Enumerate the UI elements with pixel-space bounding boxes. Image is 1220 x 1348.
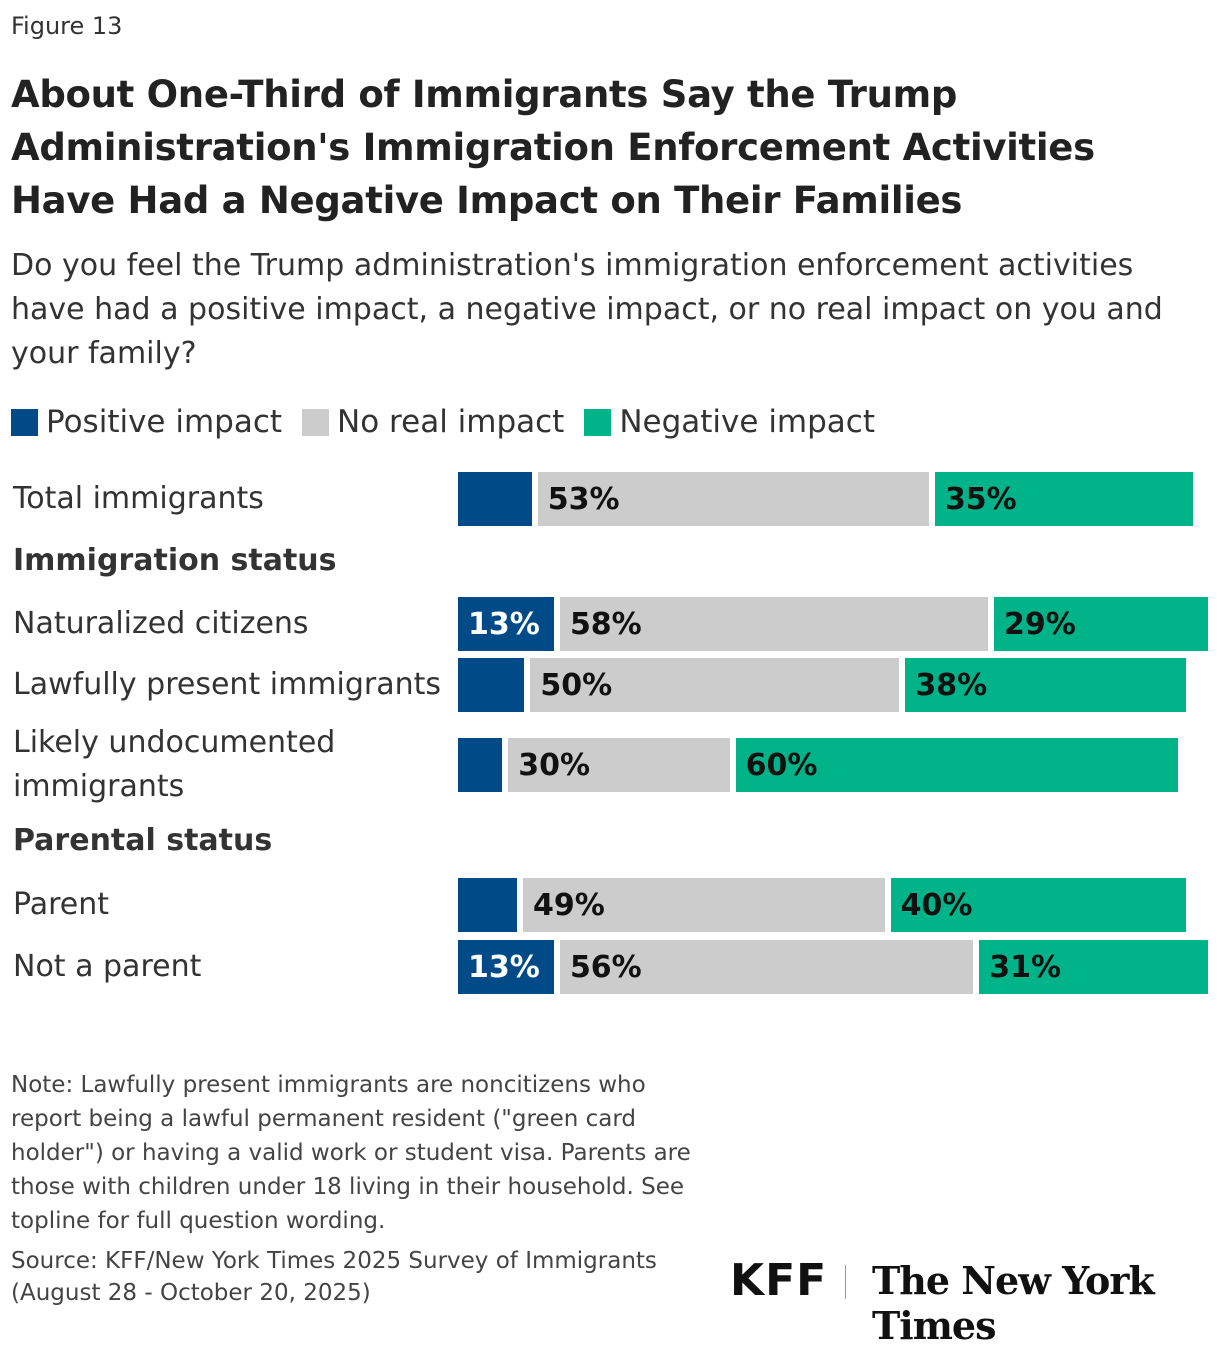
legend-swatch <box>302 408 330 436</box>
data-label: 31% <box>989 949 1062 985</box>
bar-segment-positive <box>458 658 525 712</box>
legend-label: Positive impact <box>46 404 283 440</box>
bar-segment-positive: 13% <box>458 597 554 651</box>
data-label: 35% <box>944 481 1017 517</box>
bar-segment-no-real: 58% <box>559 597 988 651</box>
data-label: 30% <box>518 747 591 783</box>
data-label: 38% <box>915 667 988 703</box>
source: Source: KFF/New York Times 2025 Survey o… <box>11 1248 657 1306</box>
row-label: Not a parent <box>13 949 202 984</box>
bar-segment-no-real: 56% <box>559 940 974 994</box>
data-label: 60% <box>745 747 818 783</box>
data-label: 56% <box>569 949 642 985</box>
legend: Positive impact No real impact Negative im… <box>11 404 875 440</box>
bar-segment-no-real: 50% <box>530 658 900 712</box>
row-label: Lawfully present immigrants <box>13 667 442 702</box>
bar-segment-negative: 38% <box>905 658 1186 712</box>
figure-label: Figure 13 <box>11 12 123 40</box>
row-label: Total immigrants <box>13 481 264 516</box>
legend-swatch <box>584 408 612 436</box>
row-label: Likely undocumented immigrants <box>13 725 336 804</box>
logo-divider <box>845 1265 846 1299</box>
legend-item: Positive impact <box>11 404 282 440</box>
bar-segment-negative: 35% <box>934 472 1194 526</box>
data-label: 29% <box>1003 606 1076 642</box>
legend-label: Negative impact <box>619 404 876 440</box>
legend-label: No real impact <box>337 404 565 440</box>
data-label: 53% <box>547 481 620 517</box>
row-label: Parent <box>13 887 110 922</box>
group-header: Parental status <box>13 823 273 858</box>
bar-segment-negative: 29% <box>993 597 1208 651</box>
chart-subtitle: Do you feel the Trump administration's i… <box>11 248 1163 371</box>
bar-segment-negative: 40% <box>890 878 1186 932</box>
bar-segment-positive <box>458 738 503 792</box>
kff-logo: KFF <box>730 1255 828 1306</box>
bar-segment-positive <box>458 472 532 526</box>
chart-title: About One-Third of Immigrants Say the Tr… <box>11 73 1095 222</box>
bar-segment-no-real: 53% <box>537 472 929 526</box>
legend-item: No real impact <box>302 404 564 440</box>
legend-item: Negative impact <box>584 404 875 440</box>
data-label: 13% <box>468 606 540 642</box>
bar-segment-positive: 13% <box>458 940 554 994</box>
data-label: 40% <box>900 887 973 923</box>
data-label: 13% <box>468 949 540 985</box>
data-label: 49% <box>533 887 605 923</box>
note: Note: Lawfully present immigrants are no… <box>11 1072 691 1234</box>
bar-segment-positive <box>458 878 518 932</box>
bar-segment-no-real: 30% <box>508 738 730 792</box>
group-header: Immigration status <box>13 543 337 578</box>
data-label: 50% <box>540 667 613 703</box>
legend-swatch <box>11 408 38 436</box>
bar-segment-no-real: 49% <box>523 878 885 932</box>
row-label: Naturalized citizens <box>13 606 309 641</box>
bar-segment-negative: 31% <box>979 940 1208 994</box>
data-label: 58% <box>569 606 642 642</box>
bar-segment-negative: 60% <box>735 738 1179 792</box>
nyt-logo: The New York Times <box>872 1258 1155 1348</box>
